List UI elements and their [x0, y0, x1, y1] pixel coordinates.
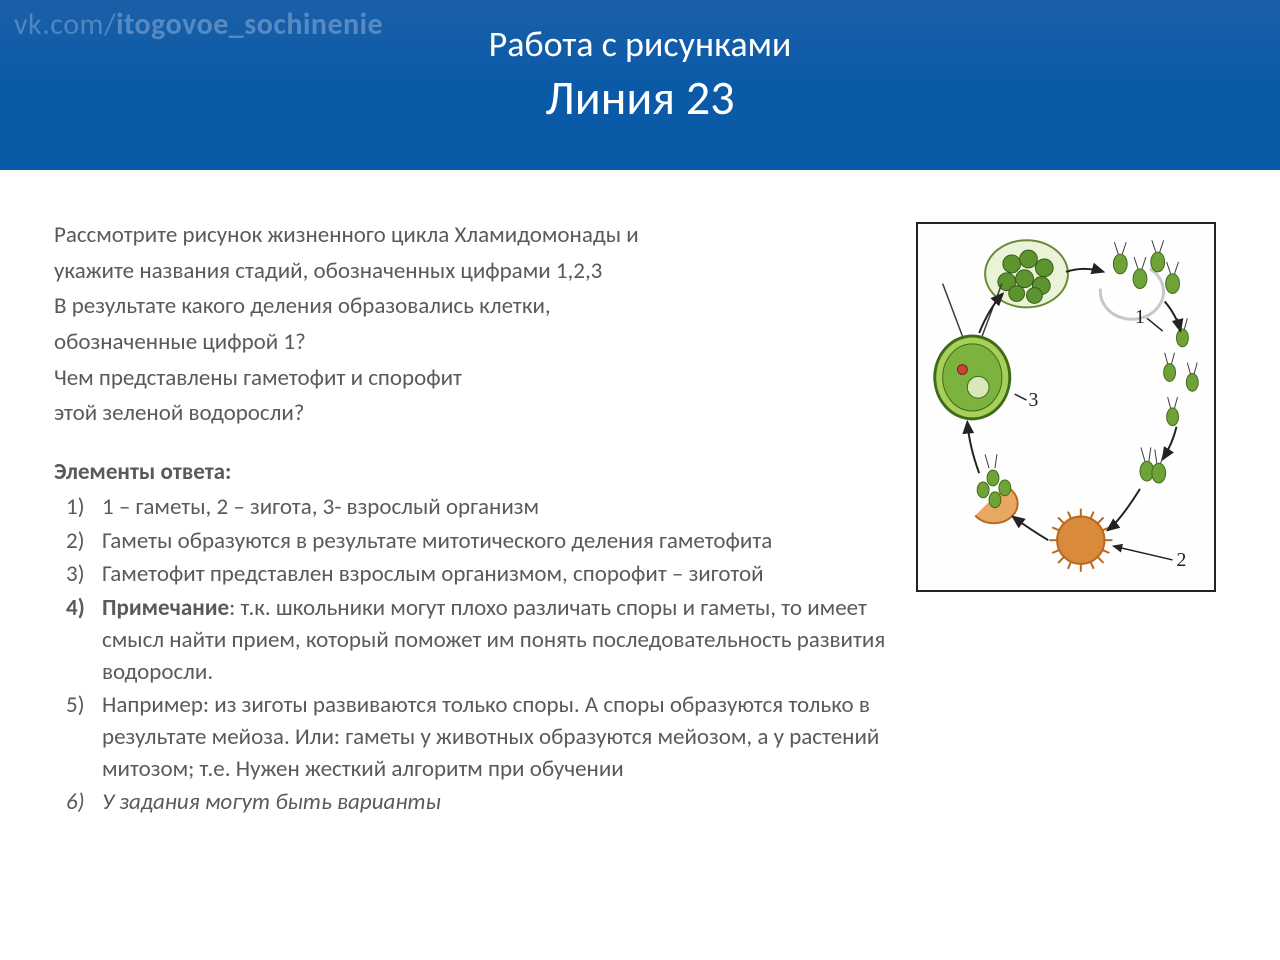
diagram-label-3: 3 — [1029, 389, 1039, 411]
question-line: укажите названия стадий, обозначенных ци… — [54, 254, 892, 290]
question-line: Рассмотрите рисунок жизненного цикла Хла… — [54, 218, 892, 254]
answer-item: Примечание: т.к. школьники могут плохо р… — [54, 593, 892, 688]
question-line: этой зеленой водоросли? — [54, 396, 892, 432]
watermark-prefix: vk.com/ — [14, 6, 116, 43]
slide-content: Рассмотрите рисунок жизненного цикла Хла… — [0, 170, 1280, 821]
lifecycle-diagram: 1 2 3 — [916, 222, 1216, 592]
diagram-label-2: 2 — [1177, 549, 1187, 571]
text-column: Рассмотрите рисунок жизненного цикла Хла… — [54, 218, 892, 821]
answer-item: Гаметы образуются в результате митотичес… — [54, 526, 892, 558]
diagram-column: 1 2 3 — [916, 218, 1226, 821]
question-line: В результате какого деления образовались… — [54, 289, 892, 325]
answer-item: 1 – гаметы, 2 – зигота, 3- взрослый орга… — [54, 492, 892, 524]
answer-item: Гаметофит представлен взрослым организмо… — [54, 559, 892, 591]
diagram-svg: 1 2 3 — [918, 224, 1214, 590]
watermark-bold: itogovoe_sochinenie — [116, 6, 383, 43]
slide-header: vk.com/itogovoe_sochinenie Работа с рису… — [0, 0, 1280, 170]
answer-item: Например: из зиготы развиваются только с… — [54, 690, 892, 785]
diagram-label-1: 1 — [1135, 306, 1145, 328]
question-line: обозначенные цифрой 1? — [54, 325, 892, 361]
answers-list: 1 – гаметы, 2 – зигота, 3- взрослый орга… — [54, 492, 892, 819]
question-line: Чем представлены гаметофит и спорофит — [54, 361, 892, 397]
watermark: vk.com/itogovoe_sochinenie — [14, 6, 383, 43]
answers-title: Элементы ответа: — [54, 458, 892, 486]
question-block: Рассмотрите рисунок жизненного цикла Хла… — [54, 218, 892, 432]
slide-title: Линия 23 — [0, 68, 1280, 127]
answer-item: У задания могут быть варианты — [54, 787, 892, 819]
